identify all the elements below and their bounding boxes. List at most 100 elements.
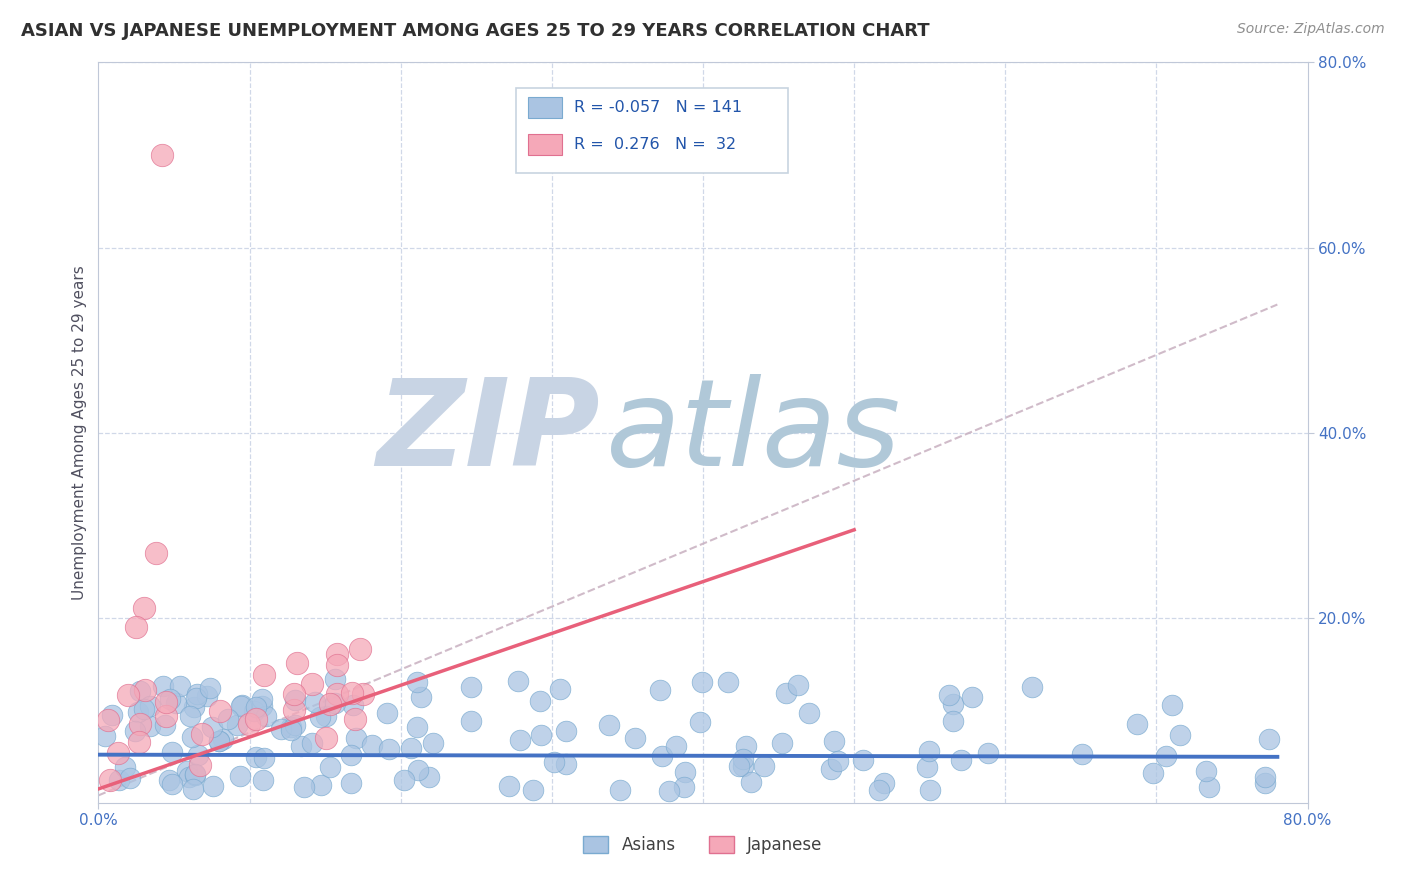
Point [349,641,371,656]
Point [411,690,433,704]
Point [191,727,214,741]
Point [1154,749,1177,764]
Point [938,688,960,702]
Point [250,692,273,706]
Point [509,732,531,747]
Point [734,739,756,753]
Point [405,674,427,689]
Point [418,770,440,784]
Point [315,708,337,723]
Point [727,759,749,773]
Point [692,674,714,689]
Point [315,731,337,745]
Point [651,749,673,764]
Point [128,735,150,749]
Point [165,696,187,710]
Point [873,775,896,789]
Point [918,744,941,758]
Point [405,720,427,734]
FancyBboxPatch shape [527,97,561,118]
Point [1021,680,1043,694]
Point [325,647,347,661]
Point [1257,731,1279,746]
Point [181,781,204,796]
Point [118,771,141,785]
Point [292,780,315,794]
Point [950,753,973,767]
Point [301,677,323,691]
Point [673,764,696,779]
Point [852,753,875,767]
Point [406,763,429,777]
Point [177,770,200,784]
Point [159,692,181,706]
Point [145,546,167,560]
Point [197,690,219,704]
Point [231,699,253,714]
Point [101,708,124,723]
Point [319,760,342,774]
Point [340,686,363,700]
Point [1071,747,1094,761]
Point [1198,780,1220,794]
Point [422,736,444,750]
Point [548,682,571,697]
Point [609,782,631,797]
Point [283,703,305,717]
Point [285,656,308,670]
Point [460,714,482,729]
Point [323,673,346,687]
Point [868,782,890,797]
Point [284,718,307,732]
Point [360,738,382,752]
Point [375,706,398,720]
Point [827,754,849,768]
Point [200,681,222,696]
Point [770,736,793,750]
Point [181,731,204,745]
Point [128,683,150,698]
Point [344,731,367,745]
Point [132,702,155,716]
Point [529,694,551,708]
Point [93,729,115,743]
Point [319,697,342,711]
Text: R = -0.057   N = 141: R = -0.057 N = 141 [574,100,742,115]
Point [658,784,681,798]
Point [242,704,264,718]
Point [152,679,174,693]
Point [155,708,177,723]
Point [270,722,292,736]
Point [153,718,176,732]
Legend: Asians, Japanese: Asians, Japanese [576,830,830,861]
Point [186,687,208,701]
Point [689,714,711,729]
Point [820,763,842,777]
Point [283,687,305,701]
Point [1168,728,1191,742]
Point [252,773,274,788]
Point [160,745,183,759]
Point [127,705,149,719]
Text: atlas: atlas [606,374,901,491]
Point [326,658,349,673]
Point [201,720,224,734]
Point [786,678,808,692]
Point [226,718,249,732]
Text: Source: ZipAtlas.com: Source: ZipAtlas.com [1237,22,1385,37]
Point [797,706,820,720]
Point [128,716,150,731]
Point [188,758,211,772]
Point [179,709,201,723]
Point [340,748,363,763]
Point [309,778,332,792]
Point [326,687,349,701]
Point [352,687,374,701]
Point [740,774,762,789]
Point [184,767,207,781]
Point [229,769,252,783]
Point [530,728,553,742]
Point [399,741,422,756]
Point [624,731,647,745]
Point [125,620,148,634]
